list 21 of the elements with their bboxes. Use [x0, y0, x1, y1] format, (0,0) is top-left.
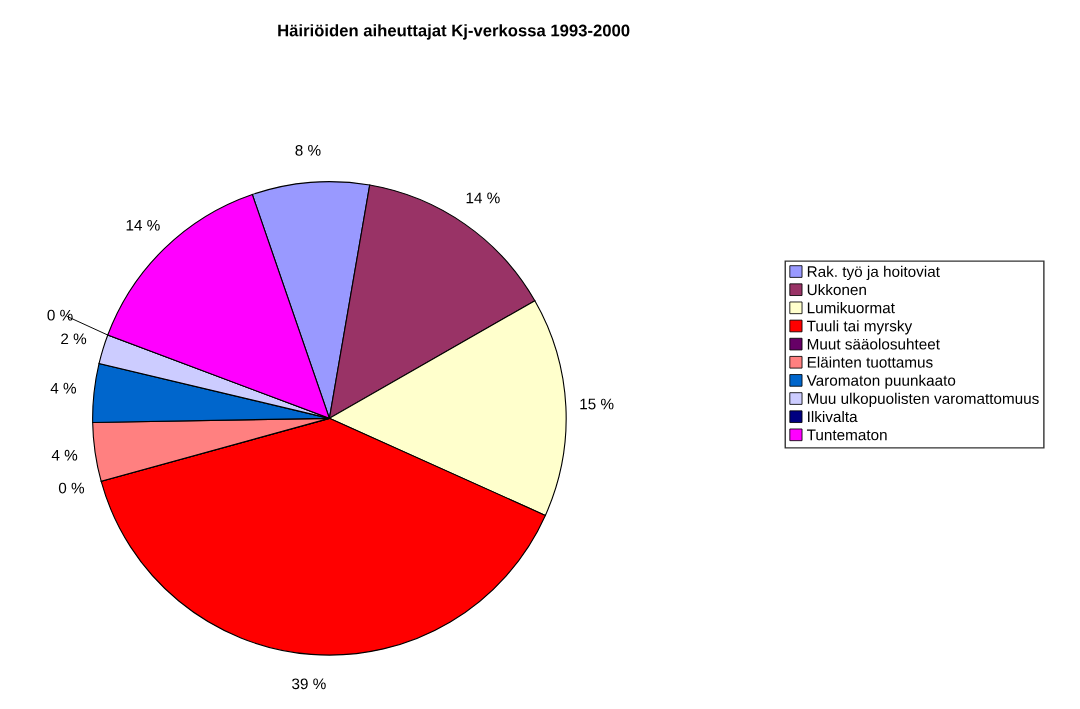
- legend-label: Tuntematon: [806, 429, 887, 441]
- data-label: 2 %: [61, 333, 87, 345]
- data-label: 4 %: [50, 382, 77, 394]
- legend-label: Tuuli tai myrsky: [806, 320, 913, 335]
- legend-label: Varomaton puunkaato: [806, 374, 956, 389]
- legend-label: Muu ulkopuolisten varomattomuus: [807, 392, 1039, 408]
- text: 0 %: [47, 309, 73, 321]
- legend-label: Ukkonen: [807, 283, 866, 296]
- data-label: 4 %: [51, 449, 78, 461]
- legend-label: Muut sääolosuhteet: [807, 338, 940, 350]
- legend-label: Rak. työ ja hoitoviat: [807, 265, 940, 281]
- legend-label: Ilkivalta: [808, 410, 858, 423]
- text: 0 %: [58, 482, 85, 494]
- chart-title: Häiriöiden aiheuttajat Kj-verkossa 1993-2000: [278, 24, 630, 40]
- legend-label: Eläinten tuottamus: [807, 356, 933, 368]
- data-label: 14 %: [126, 219, 160, 231]
- legend-label: Lumikuormat: [807, 302, 895, 314]
- data-label: 8 %: [295, 144, 321, 156]
- data-label: 14 %: [466, 192, 500, 204]
- data-label: 39 %: [292, 678, 326, 690]
- data-label: 15 %: [580, 398, 614, 410]
